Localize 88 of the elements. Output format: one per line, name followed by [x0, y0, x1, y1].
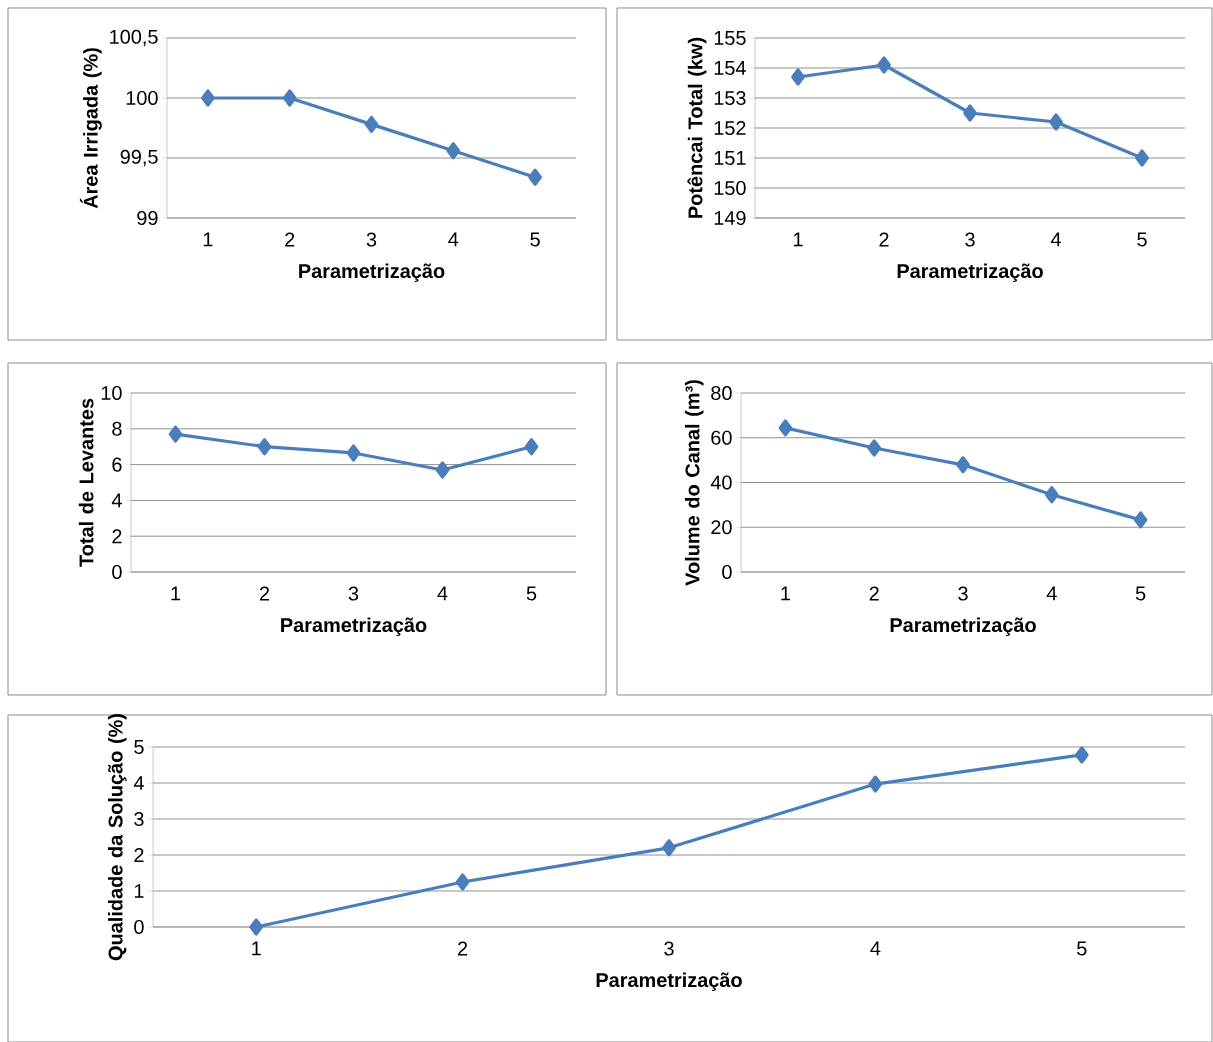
x-tick-label: 2: [879, 232, 889, 247]
x-tick-label: 2: [285, 232, 295, 247]
y-tick-label: 149: [714, 210, 746, 226]
point: [1049, 113, 1063, 131]
point: [1044, 486, 1059, 504]
y-tick-label: 2: [134, 848, 144, 862]
y-axis-title: Potêncai Total (kw): [687, 37, 707, 218]
x-tick-label: 4: [448, 232, 459, 247]
x-tick-label: 3: [348, 586, 359, 601]
y-axis-title: Volume do Canal (m³): [684, 380, 704, 586]
y-tick-label: 151: [714, 151, 746, 165]
x-tick-label: 5: [1077, 941, 1087, 956]
y-tick-label: 154: [714, 61, 746, 75]
x-tick-label: 4: [870, 941, 881, 956]
y-tick-label: 153: [714, 90, 746, 106]
point: [249, 918, 264, 936]
x-tick-label: 1: [203, 232, 213, 247]
x-tick-label: 1: [171, 586, 181, 601]
x-tick-label: 2: [259, 586, 270, 601]
y-tick-label: 99: [137, 210, 158, 226]
y-tick-label: 0: [112, 564, 122, 580]
x-axis-title: Parametrização: [596, 972, 742, 992]
y-tick-label: 10: [101, 385, 122, 401]
y-tick-label: 0: [134, 919, 144, 935]
point: [282, 89, 297, 107]
point: [662, 839, 676, 857]
x-axis-title: Parametrização: [299, 263, 445, 283]
x-tick-label: 2: [869, 586, 879, 601]
x-tick-label: 1: [781, 586, 790, 601]
point: [1135, 149, 1149, 167]
point: [791, 68, 805, 86]
point: [868, 775, 883, 793]
y-tick-label: 6: [112, 457, 122, 472]
y-tick-label: 2: [112, 529, 122, 544]
x-tick-label: 5: [530, 232, 540, 247]
point: [528, 168, 542, 186]
y-tick-label: 20: [711, 520, 732, 535]
x-tick-label: 3: [958, 586, 968, 601]
y-tick-label: 4: [133, 776, 144, 790]
y-axis-title: Área Irrigada (%): [79, 48, 102, 209]
x-tick-label: 1: [793, 232, 803, 247]
y-tick-label: 4: [111, 493, 122, 508]
point: [435, 461, 450, 479]
point: [257, 438, 272, 456]
x-tick-label: 3: [664, 941, 674, 956]
point: [877, 56, 891, 74]
y-tick-label: 5: [134, 740, 144, 754]
y-tick-label: 60: [711, 430, 732, 445]
x-tick-label: 5: [526, 586, 537, 601]
point: [956, 456, 970, 474]
point: [201, 89, 215, 107]
y-axis-title: Qualidade da Solução (%): [107, 714, 127, 961]
point: [455, 873, 470, 891]
y-tick-label: 99,5: [120, 149, 158, 167]
y-axis-title: Total de Levantes: [78, 398, 94, 567]
y-tick-label: 0: [722, 564, 732, 580]
y-tick-label: 3: [134, 811, 144, 827]
x-tick-label: 4: [1046, 586, 1057, 601]
point: [1074, 746, 1089, 764]
x-tick-label: 1: [252, 941, 261, 956]
point: [867, 439, 882, 457]
x-tick-label: 4: [1050, 232, 1061, 247]
y-tick-label: 100: [126, 90, 158, 106]
x-tick-label: 4: [437, 586, 448, 601]
y-tick-label: 80: [711, 385, 732, 401]
point: [168, 425, 183, 443]
point: [778, 419, 793, 437]
x-tick-label: 3: [965, 232, 975, 247]
point: [524, 438, 539, 456]
x-axis-title: Parametrização: [890, 617, 1036, 637]
point: [346, 444, 361, 462]
x-tick-label: 2: [458, 941, 468, 956]
point: [1133, 511, 1148, 529]
point: [963, 104, 977, 122]
x-tick-label: 5: [1135, 586, 1146, 601]
y-tick-label: 100,5: [110, 29, 158, 47]
y-tick-label: 40: [710, 475, 732, 490]
point: [446, 142, 461, 160]
y-tick-label: 155: [714, 31, 746, 45]
x-tick-label: 3: [366, 232, 377, 247]
y-tick-label: 152: [714, 120, 746, 136]
x-axis-title: Parametrização: [281, 617, 427, 637]
y-tick-label: 150: [714, 180, 746, 196]
x-axis-title: Parametrização: [897, 263, 1043, 283]
point: [364, 115, 379, 133]
x-tick-label: 5: [1137, 232, 1147, 247]
y-tick-label: 8: [112, 421, 122, 436]
y-tick-label: 1: [134, 884, 144, 898]
